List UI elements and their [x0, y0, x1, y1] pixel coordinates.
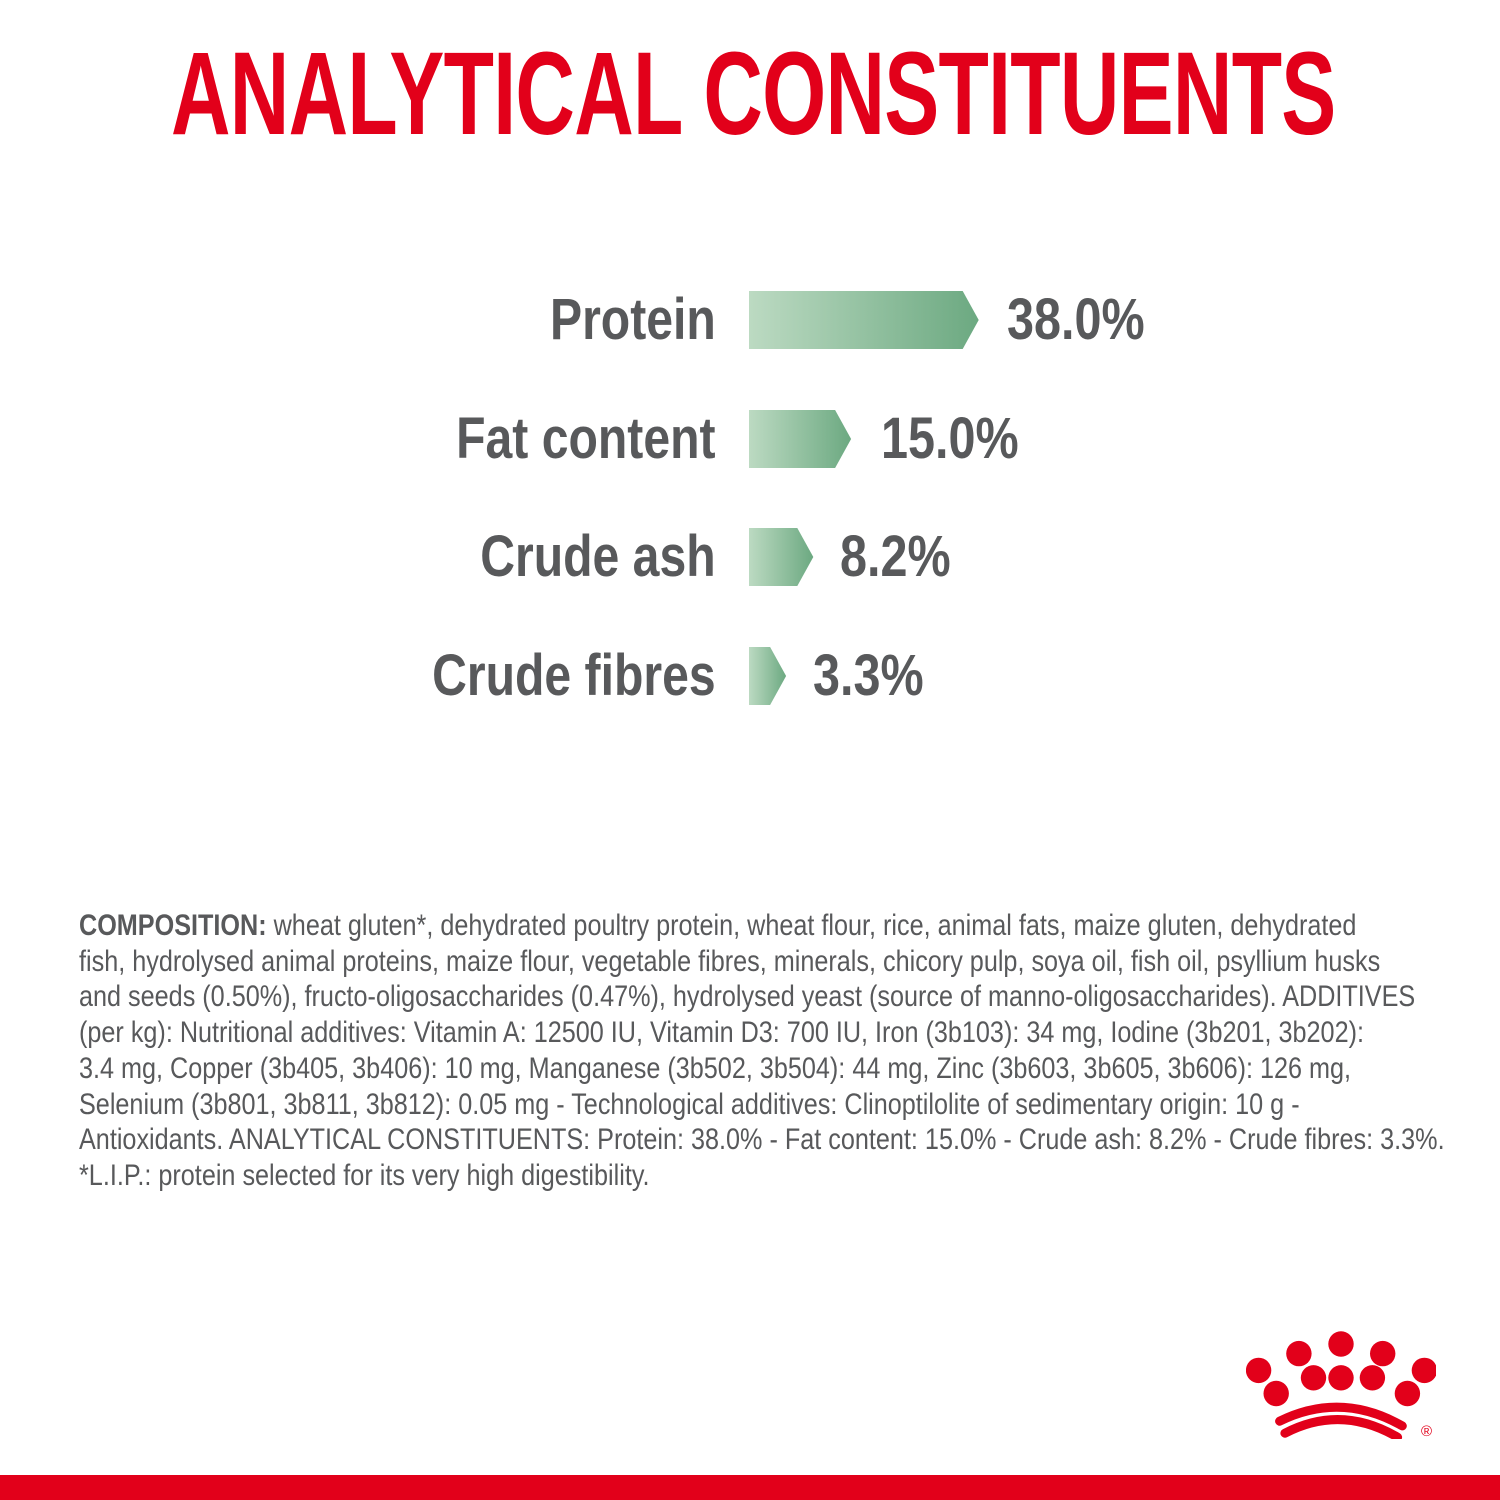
svg-text:®: ® [1421, 1423, 1432, 1439]
